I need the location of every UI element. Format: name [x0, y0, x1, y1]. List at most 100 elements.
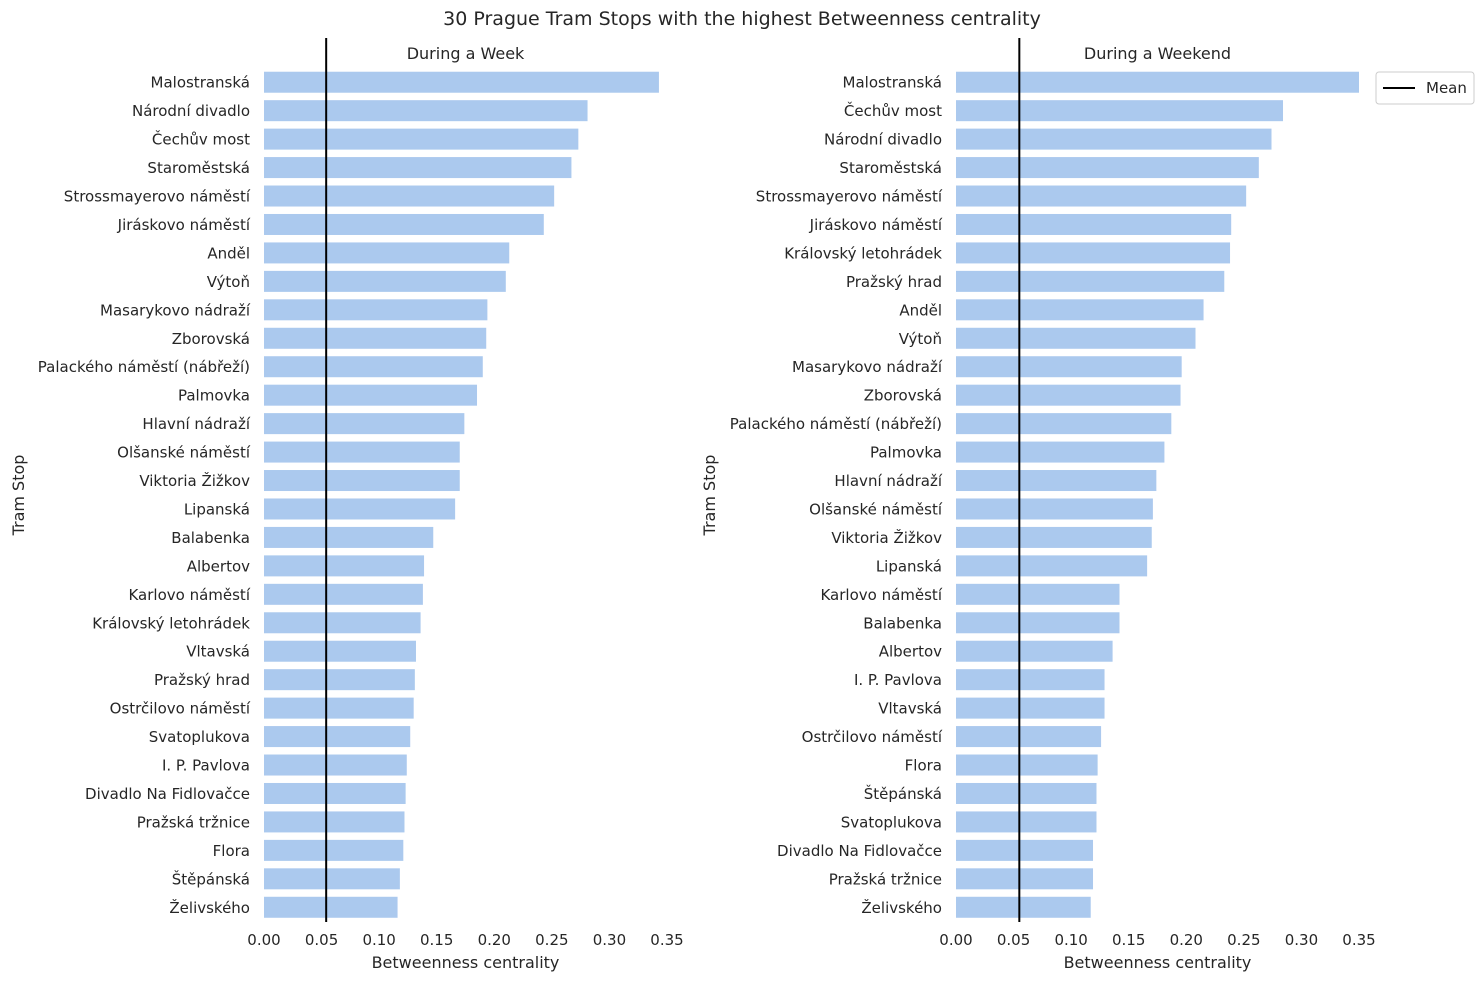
- y-tick-label: Ostrčilovo náměstí: [802, 728, 943, 746]
- bar: [264, 612, 421, 634]
- y-tick-label: Masarykovo nádraží: [100, 301, 251, 319]
- y-tick-label: Jiráskovo náměstí: [809, 216, 943, 234]
- bar: [264, 157, 572, 179]
- bar: [956, 213, 1232, 235]
- y-tick-label: Výtoň: [207, 273, 250, 291]
- y-tick-label: Anděl: [207, 244, 250, 262]
- bar: [956, 299, 1204, 321]
- y-tick-label: Výtoň: [899, 330, 942, 348]
- y-tick-label: Zborovská: [172, 330, 250, 348]
- y-tick-label: Národní divadlo: [132, 102, 250, 120]
- bar: [264, 782, 406, 804]
- y-tick-label: Pražská tržnice: [829, 870, 942, 888]
- bar: [956, 413, 1172, 435]
- bar: [264, 299, 488, 321]
- y-tick-label: Hlavní nádraží: [142, 415, 250, 433]
- x-tick-label: 0.00: [939, 931, 972, 949]
- bar: [956, 71, 1359, 93]
- y-tick-label: Palackého náměstí (nábřeží): [730, 415, 942, 433]
- x-tick-label: 0.20: [1170, 931, 1203, 949]
- y-tick-label: Čechův most: [844, 101, 942, 120]
- x-tick-label: 0.05: [997, 931, 1030, 949]
- y-tick-label: Pražský hrad: [154, 671, 250, 689]
- bar: [264, 555, 425, 577]
- y-tick-label: Hlavní nádraží: [834, 472, 942, 490]
- x-tick-label: 0.00: [247, 931, 280, 949]
- x-tick-label: 0.35: [650, 931, 683, 949]
- y-tick-label: Pražský hrad: [846, 273, 942, 291]
- x-tick-label: 0.35: [1342, 931, 1375, 949]
- chart-panels: During a Week Malostranská Národní divadlo…: [9, 38, 1376, 972]
- x-tick-label: 0.10: [1054, 931, 1087, 949]
- y-tick-label: Malostranská: [151, 74, 250, 92]
- bar: [956, 697, 1105, 719]
- y-tick-label: I. P. Pavlova: [162, 757, 250, 775]
- bar: [956, 384, 1181, 406]
- bar: [956, 640, 1113, 662]
- y-tick-label: Staroměstská: [147, 159, 250, 177]
- legend-frame: [1375, 71, 1475, 105]
- bar: [264, 71, 659, 93]
- y-axis-label: Tram Stop: [700, 455, 719, 537]
- y-tick-label: Divadlo Na Fidlovačce: [85, 785, 250, 803]
- figure-title: 30 Prague Tram Stops with the highest Be…: [443, 8, 1041, 30]
- bar: [956, 782, 1097, 804]
- bar: [264, 100, 588, 122]
- bar: [264, 896, 398, 918]
- y-tick-label: Zborovská: [864, 387, 942, 405]
- bar: [956, 868, 1094, 890]
- bar: [264, 697, 414, 719]
- y-tick-label: Štěpánská: [172, 869, 250, 888]
- y-tick-label: Staroměstská: [839, 159, 942, 177]
- y-tick-label: Lipanská: [184, 500, 250, 518]
- chart-panel-2: During a Weekend Malostranská Čechův most N…: [700, 38, 1376, 972]
- y-tick-label: Olšanské náměstí: [809, 500, 943, 518]
- x-tick-label: 0.15: [420, 931, 453, 949]
- y-tick-label: Želivského: [169, 898, 250, 917]
- x-axis-label: Betweenness centrality: [372, 953, 560, 972]
- bar: [264, 185, 555, 207]
- bar: [264, 128, 579, 150]
- bar: [956, 270, 1225, 292]
- bar: [956, 839, 1094, 861]
- y-tick-label: Karlovo náměstí: [820, 586, 942, 604]
- bar: [956, 754, 1098, 776]
- y-tick-label: Vltavská: [186, 643, 250, 661]
- y-tick-label: Štěpánská: [864, 784, 942, 803]
- bar: [956, 327, 1196, 349]
- y-tick-label: Albertov: [879, 643, 942, 661]
- bar: [264, 526, 434, 548]
- y-tick-label: Vltavská: [878, 700, 942, 718]
- y-tick-label: Jiráskovo náměstí: [117, 216, 251, 234]
- y-tick-label: Národní divadlo: [824, 131, 942, 149]
- bar: [956, 100, 1284, 122]
- bar: [264, 726, 411, 748]
- y-tick-label: Karlovo náměstí: [128, 586, 250, 604]
- bar: [264, 356, 483, 378]
- bar: [956, 612, 1120, 634]
- y-tick-label: Čechův most: [152, 130, 250, 149]
- chart-title: During a Week: [407, 44, 525, 63]
- bar: [956, 526, 1152, 548]
- y-tick-label: Viktoria Žižkov: [831, 528, 942, 547]
- bar: [264, 583, 423, 605]
- y-tick-label: Strossmayerovo náměstí: [756, 188, 943, 206]
- bar: [956, 555, 1148, 577]
- y-tick-label: Malostranská: [843, 74, 942, 92]
- bar: [264, 413, 465, 435]
- bar: [956, 185, 1247, 207]
- bar: [956, 498, 1153, 520]
- bar: [264, 470, 460, 492]
- y-tick-label: Želivského: [861, 898, 942, 917]
- y-tick-label: Lipanská: [876, 557, 942, 575]
- chart-panel-1: During a Week Malostranská Národní divadlo…: [9, 38, 684, 972]
- y-tick-label: Palmovka: [870, 444, 942, 462]
- bar: [956, 242, 1231, 264]
- y-tick-label: Divadlo Na Fidlovačce: [777, 842, 942, 860]
- y-tick-label: Albertov: [187, 557, 250, 575]
- bar: [956, 726, 1102, 748]
- bar: [956, 583, 1120, 605]
- bar: [956, 811, 1097, 833]
- y-tick-label: Flora: [905, 757, 942, 775]
